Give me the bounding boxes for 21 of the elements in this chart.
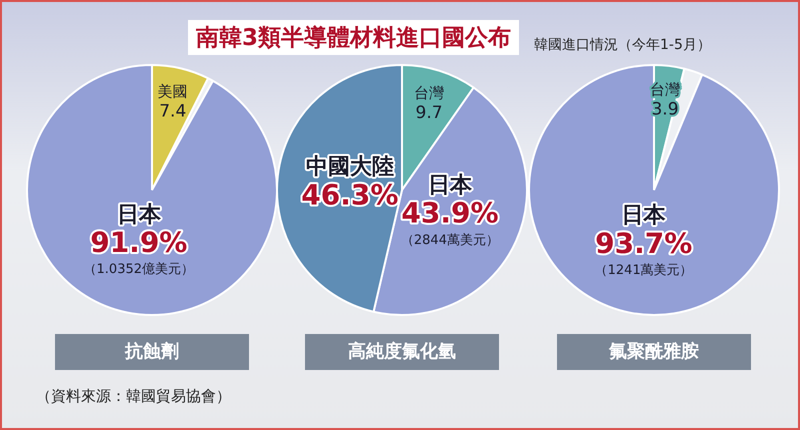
text: （1241萬美元） — [594, 262, 693, 278]
slice-label: 日本 — [622, 203, 667, 228]
slice-label: 中國大陸 — [306, 154, 394, 180]
text: 氟聚酰雅胺 — [557, 334, 751, 370]
text: 抗蝕劑 — [55, 334, 249, 370]
slice-label: 日本 — [428, 173, 473, 198]
slice-label: 日本 — [116, 202, 162, 228]
text: （資料來源：韓國貿易協會） — [36, 387, 231, 406]
slice-label: 美國 — [158, 82, 188, 100]
data-label: 43.9% — [401, 196, 499, 230]
data-label: 9.7 — [416, 103, 443, 124]
text: 高純度氟化氫 — [305, 334, 499, 370]
data-label: 93.7% — [595, 226, 692, 260]
data-label: 91.9% — [90, 226, 188, 260]
data-label: 46.3% — [301, 178, 398, 212]
slice-label: 台灣 — [414, 84, 444, 102]
chart-subtitle: 韓國進口情況（今年1-5月） — [534, 36, 711, 54]
data-label: 7.4 — [159, 101, 186, 122]
text: 南韓3類半導體材料進口國公布 — [188, 20, 520, 55]
text: （1.0352億美元） — [84, 262, 194, 278]
text: （2844萬美元） — [400, 232, 499, 248]
